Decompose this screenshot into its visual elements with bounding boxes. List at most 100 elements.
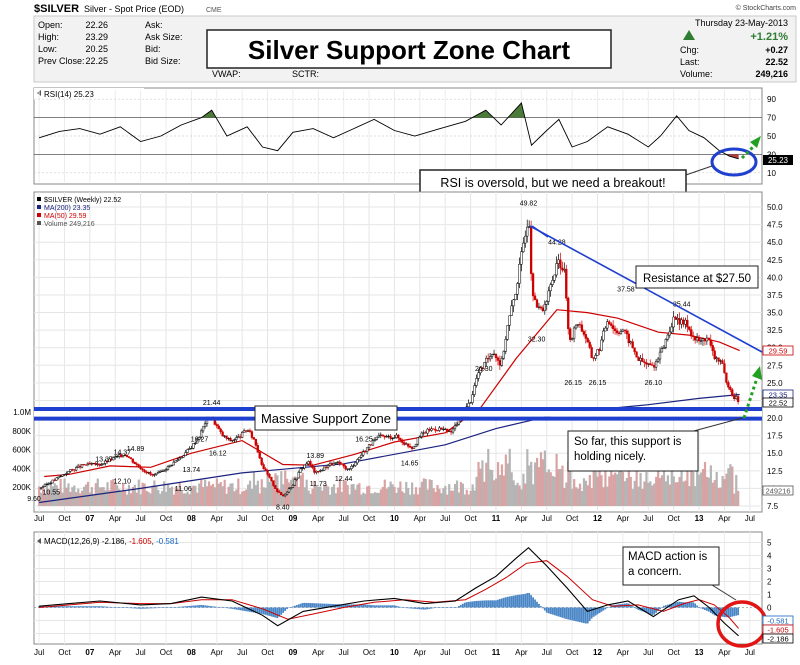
macd-histogram-bar [727, 607, 730, 618]
candle-body [682, 319, 685, 325]
candle-body [477, 372, 480, 379]
volume-bar [717, 487, 720, 506]
macd-histogram-bar [292, 606, 294, 608]
macd-histogram-bar [436, 607, 439, 608]
candle-body [57, 476, 60, 479]
volume-bar [520, 489, 523, 506]
volume-bar [573, 479, 576, 506]
volume-bar [325, 484, 328, 506]
volume-bar [200, 479, 203, 506]
candle-body [557, 259, 560, 264]
candle-body [537, 306, 541, 308]
macd-histogram-bar [635, 607, 638, 609]
support-note-text: So far, this support is holding nicely. [574, 436, 682, 463]
volume-bar [75, 492, 78, 506]
candle-body [194, 442, 197, 444]
x-tick-label: Apr [312, 514, 325, 523]
x-tick-label: Jul [440, 514, 450, 523]
candle-body [319, 470, 322, 472]
volume-bar [616, 474, 619, 506]
candle-body [377, 435, 380, 438]
volume-bar [137, 479, 140, 506]
volume-bar [49, 483, 52, 506]
candle-body [635, 351, 638, 358]
macd-histogram-bar [694, 603, 697, 608]
macd-histogram-bar [469, 601, 472, 608]
volume-bar [315, 485, 318, 506]
candle-body [237, 436, 240, 439]
candle-body [114, 456, 117, 458]
rsi-tick-label: 30 [767, 150, 776, 159]
macd-histogram-bar [192, 605, 195, 608]
macd-histogram-bar [112, 607, 115, 608]
volume-bar [510, 472, 513, 506]
macd-tick-label: 3 [767, 565, 772, 574]
macd-histogram-bar [317, 603, 320, 608]
candle-body [151, 474, 154, 476]
macd-label-v2: -1.605 [129, 537, 152, 546]
volume-bar [370, 493, 373, 506]
price-annotation: 10.55 [42, 490, 60, 497]
volume-bar [122, 483, 125, 506]
macd-histogram-bar [204, 605, 206, 608]
volume-bar [559, 468, 562, 506]
stat-value: 20.25 [85, 44, 108, 54]
candle-body [281, 494, 285, 497]
candle-body [518, 263, 521, 284]
x-tick-label: 12 [593, 514, 602, 523]
rsi-tick-label: 90 [767, 95, 776, 104]
candle-body [270, 477, 273, 481]
candle-body [307, 461, 310, 465]
x-tick-label: Apr [718, 514, 731, 523]
candle-body [594, 355, 597, 359]
rsi-tick-label: 10 [767, 169, 776, 178]
volume-bar [170, 486, 174, 506]
candle-body [619, 331, 623, 334]
macd-histogram-bar [387, 605, 390, 608]
rsi-label: RSI(14) 25.23 [44, 90, 94, 99]
x-tick-label: Jul [542, 648, 552, 657]
price-tick-label: 45.0 [767, 238, 783, 247]
candle-body [639, 358, 642, 361]
volume-bar [340, 491, 343, 506]
volume-bar [389, 481, 392, 506]
volume-bar [530, 461, 533, 506]
volume-bar [217, 483, 220, 506]
x-tick-label: Apr [414, 648, 427, 657]
macd-histogram-bar [284, 607, 287, 611]
candle-body [235, 437, 238, 440]
candle-body [524, 235, 527, 244]
legend-swatch [37, 213, 41, 217]
volume-bar [655, 476, 658, 506]
candle-body [416, 437, 420, 445]
candle-body [266, 469, 269, 475]
candle-body [488, 356, 492, 360]
volume-bar [711, 482, 714, 506]
macd-histogram-bar [700, 607, 702, 609]
candle-body [317, 471, 320, 473]
date-label: Thursday 23-May-2013 [695, 18, 788, 28]
volume-bar [40, 492, 43, 506]
candle-body [672, 316, 675, 328]
candle-body [305, 463, 308, 466]
price-annotation: 26.30 [475, 366, 493, 373]
volume-bar [606, 486, 609, 506]
candle-body [453, 425, 457, 430]
volume-bar [356, 484, 359, 506]
candle-body [596, 349, 599, 356]
macd-histogram-bar [305, 602, 308, 608]
macd-histogram-bar [348, 604, 351, 608]
price-annotation: 49.82 [520, 200, 538, 207]
price-tick-label: 42.5 [767, 256, 783, 265]
macd-histogram-bar [461, 603, 464, 608]
volume-bar [666, 475, 670, 506]
volume-bar [580, 491, 584, 506]
volume-bar [444, 485, 447, 506]
candle-body [248, 430, 252, 432]
macd-histogram-bar [389, 605, 392, 608]
macd-histogram-bar [383, 605, 386, 608]
macd-histogram-bar [643, 607, 646, 613]
macd-histogram-bar [231, 607, 234, 609]
volume-bar [412, 494, 416, 506]
price-tick-label: 20.0 [767, 414, 783, 423]
